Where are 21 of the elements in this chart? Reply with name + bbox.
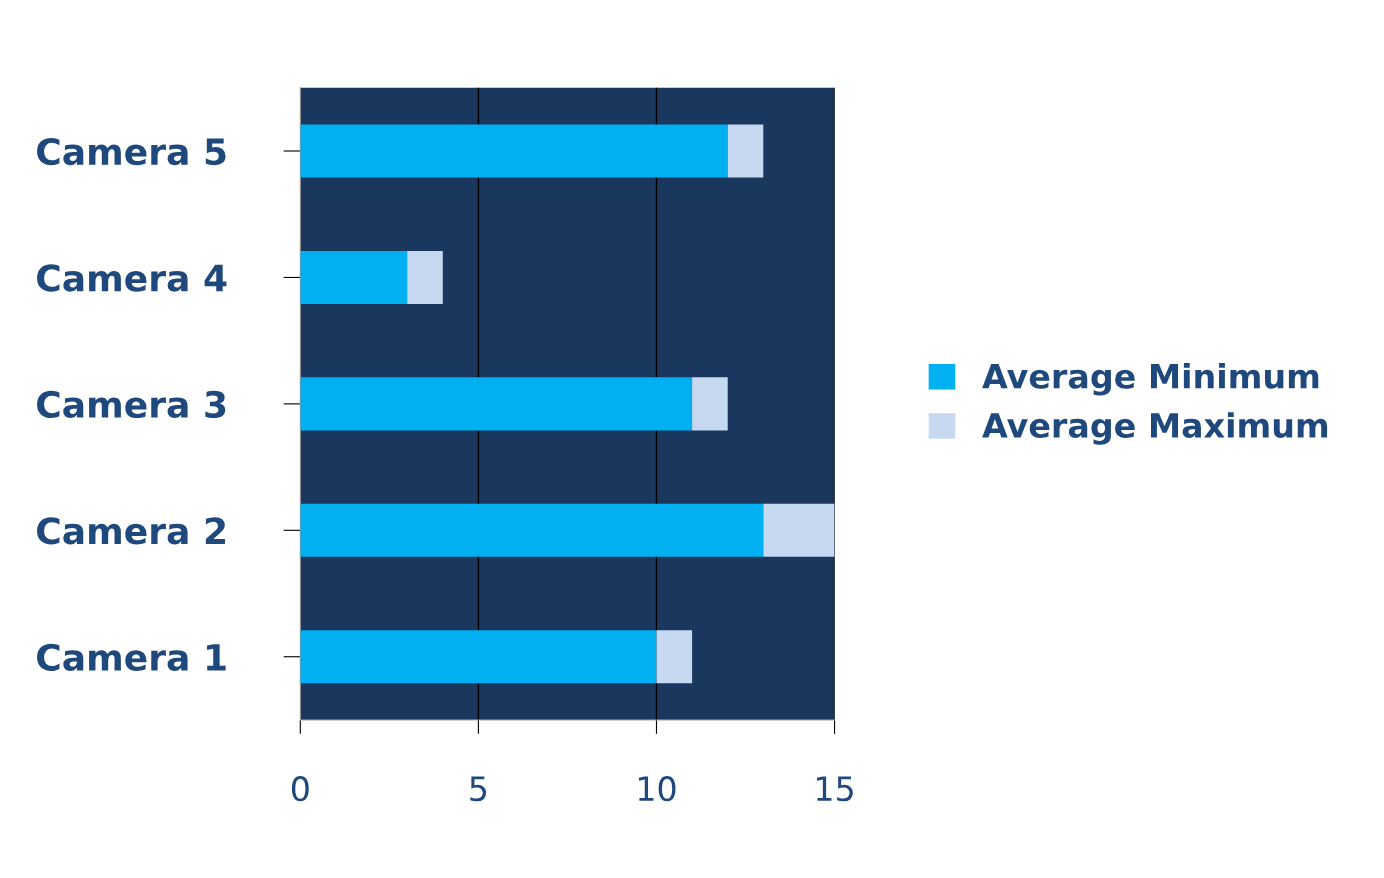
legend-label: Average Maximum	[982, 412, 1328, 445]
x-tick-label: 15	[817, 776, 853, 802]
bar	[727, 124, 764, 178]
y-tick-label: Camera 5	[37, 137, 226, 166]
y-tick-label: Camera 4	[37, 264, 227, 292]
x-tick-label: 5	[470, 776, 487, 802]
bar	[300, 124, 728, 178]
legend-label: Average Minimum	[982, 363, 1319, 396]
bar	[300, 250, 408, 304]
bar	[763, 503, 835, 557]
x-tick-label: 0	[291, 776, 309, 802]
y-tick-label: Camera 2	[37, 517, 225, 545]
bar	[692, 377, 728, 431]
bar	[656, 630, 693, 684]
bar	[300, 630, 657, 684]
y-tick-label: Camera 1	[37, 643, 226, 671]
x-tick-label: 10	[638, 776, 676, 802]
bar	[300, 377, 693, 431]
bar	[407, 250, 443, 304]
bar	[300, 503, 764, 557]
y-tick-label: Camera 3	[37, 390, 226, 419]
